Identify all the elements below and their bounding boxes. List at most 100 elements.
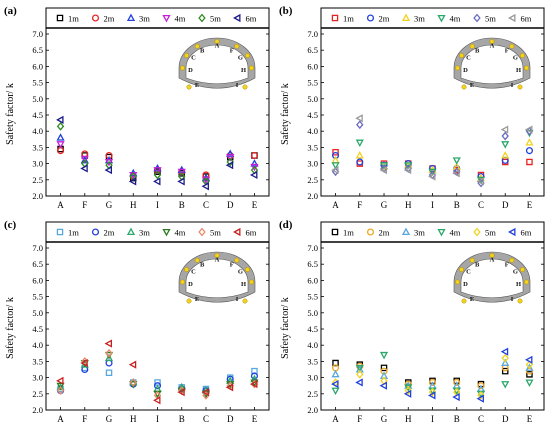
data-point <box>501 141 510 149</box>
data-point <box>428 387 437 397</box>
tunnel-lining <box>453 251 531 303</box>
inset-point <box>194 43 200 49</box>
y-tick-label: 3.5 <box>32 356 43 366</box>
inset-label: E <box>195 296 199 303</box>
data-point <box>56 376 64 385</box>
data-point <box>104 339 113 348</box>
data-point <box>379 165 388 175</box>
inset-point <box>245 53 250 59</box>
inset-point <box>249 279 254 285</box>
x-tick-label: H <box>405 200 412 210</box>
data-point <box>331 165 339 175</box>
data-point <box>153 382 162 390</box>
data-point <box>249 170 258 180</box>
chart-panel: (a) 1m 2m 3m 4m 5m 6m 2.0 2.5 3.0 3.5 4.0 4.5 5.0 5.5 6… <box>4 5 270 210</box>
inset-point <box>509 43 515 49</box>
inset-label: E <box>470 296 474 303</box>
legend-marker <box>366 14 375 22</box>
legend-label: 4m <box>450 228 461 238</box>
legend-marker <box>162 229 171 237</box>
legend-label: 5m <box>485 228 496 238</box>
y-tick-label: 7.0 <box>32 29 43 39</box>
legend-marker <box>473 227 481 237</box>
inset-point <box>461 84 467 90</box>
legend-marker <box>91 228 100 236</box>
legend: 1m 2m 3m 4m 5m 6m <box>46 228 269 243</box>
data-point <box>177 388 185 397</box>
y-tick-label: 2.0 <box>307 405 318 415</box>
data-point <box>526 158 533 166</box>
inset-label: E <box>195 82 199 89</box>
data-point <box>404 386 412 395</box>
data-point <box>501 367 509 375</box>
inset-point <box>517 84 523 90</box>
data-point <box>129 378 137 387</box>
inset-point <box>520 53 525 59</box>
data-point <box>356 160 364 167</box>
legend-marker <box>162 15 171 23</box>
inset-point <box>520 267 525 273</box>
y-axis-label: Safety factor/ k <box>280 83 291 145</box>
data-point <box>501 353 509 363</box>
legend-marker <box>401 13 411 21</box>
data-point <box>501 158 509 166</box>
data-point <box>379 162 389 170</box>
plot-frame <box>45 221 270 411</box>
inset-point <box>234 257 240 263</box>
y-tick-label: 4.0 <box>307 340 318 350</box>
y-tick-label: 5.0 <box>32 308 43 318</box>
data-point <box>524 125 533 134</box>
legend-marker <box>473 13 481 23</box>
legend-label: 2m <box>379 14 390 24</box>
data-point <box>225 161 234 170</box>
x-tick-label: G <box>381 414 388 424</box>
data-point <box>452 157 461 165</box>
x-tick-label: E <box>527 200 533 210</box>
legend-marker <box>126 227 136 235</box>
inset-point <box>455 65 460 71</box>
y-tick-label: 7.0 <box>307 243 318 253</box>
inset-point <box>180 65 185 71</box>
data-point <box>355 114 363 123</box>
data-point <box>356 369 364 379</box>
tunnel-lining <box>178 37 256 89</box>
inset-point <box>459 267 464 273</box>
data-point <box>355 151 364 159</box>
data-point <box>56 115 64 124</box>
data-point <box>177 177 185 186</box>
panel-label: (a) <box>4 5 17 17</box>
y-tick-label: 4.5 <box>32 324 43 334</box>
y-tick-label: 2.5 <box>307 175 318 185</box>
inset-label: I <box>236 296 239 303</box>
y-axis-label: Safety factor/ k <box>5 297 16 359</box>
inset-label: C <box>466 269 471 276</box>
inset-label: B <box>200 261 205 268</box>
inset-point <box>489 39 495 44</box>
inset-point <box>184 267 189 273</box>
inset-point <box>517 298 523 304</box>
legend-label: 2m <box>104 228 115 238</box>
data-point <box>356 120 364 130</box>
x-tick-label: C <box>203 200 209 210</box>
inset-label: A <box>215 257 220 264</box>
data-point <box>525 360 534 370</box>
x-tick-label: H <box>130 200 137 210</box>
y-tick-label: 3.0 <box>307 373 318 383</box>
data-point <box>476 394 484 403</box>
inset-point <box>469 257 475 263</box>
data-point <box>250 151 259 160</box>
legend-label: 1m <box>68 228 79 238</box>
inset-label: D <box>188 67 193 74</box>
inset-label: B <box>475 261 480 268</box>
data-point <box>128 177 137 186</box>
data-point <box>153 167 162 175</box>
inset-point <box>469 43 475 49</box>
x-tick-label: A <box>57 414 64 424</box>
data-point <box>428 391 436 400</box>
data-point <box>355 378 363 387</box>
inset-label: B <box>475 47 480 54</box>
inset-point <box>509 257 515 263</box>
x-tick-label: B <box>454 414 460 424</box>
y-tick-label: 3.5 <box>307 142 318 152</box>
data-point <box>526 371 533 378</box>
